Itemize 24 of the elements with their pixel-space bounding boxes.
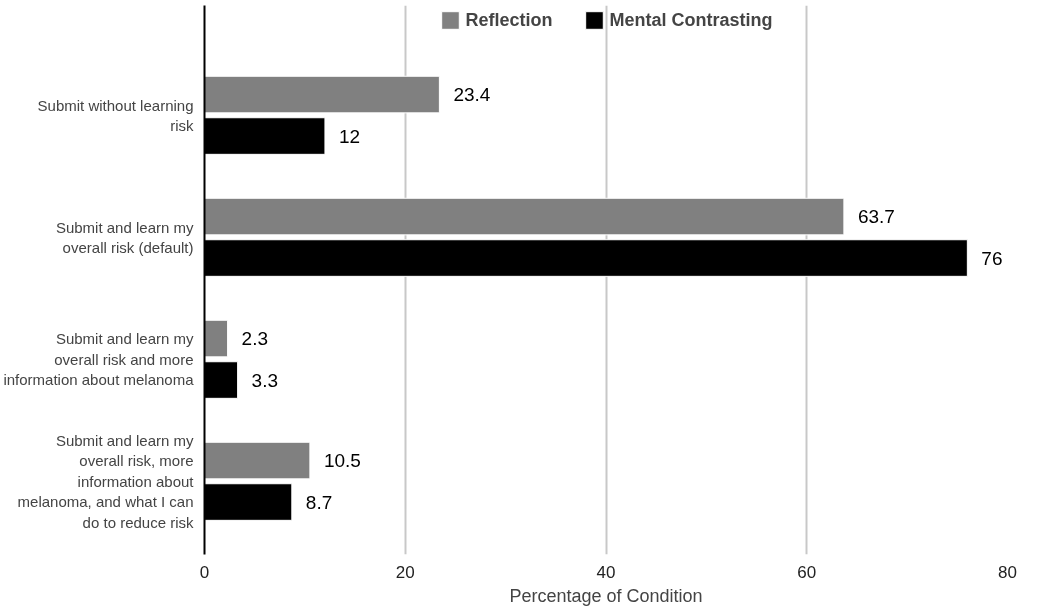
data-label: 10.5 (323, 450, 361, 472)
y-tick-label: Submit and learn my overall risk, more information about melanoma, and what I can do to reduce risk (17, 432, 195, 531)
bar (204, 441, 311, 480)
y-tick-label: Submit and learn my overall risk and more information about melanoma (3, 330, 195, 389)
x-tick-label: 80 (998, 562, 1017, 582)
data-label: 8.7 (305, 491, 333, 513)
x-tick-label: 40 (596, 562, 616, 582)
x-tick-label: 0 (199, 562, 210, 582)
data-label: 76 (981, 247, 1003, 269)
x-tick-label: 60 (797, 562, 817, 582)
x-axis-title: Percentage of Condition (509, 585, 703, 606)
y-tick-label: Submit and learn my overall risk (default) (55, 218, 194, 256)
data-label: 2.3 (241, 328, 269, 350)
legend-label: Reflection (465, 9, 553, 31)
data-label: 63.7 (857, 206, 895, 228)
data-label: 23.4 (453, 84, 491, 106)
data-label: 12 (338, 125, 361, 147)
bar (204, 75, 440, 114)
legend-label: Mental Contrasting (609, 9, 773, 31)
y-tick-label: Submit without learning risk (37, 96, 194, 134)
x-tick-label: 20 (395, 562, 415, 582)
data-label: 3.3 (251, 369, 279, 391)
bar (204, 319, 229, 358)
bar (204, 197, 845, 236)
